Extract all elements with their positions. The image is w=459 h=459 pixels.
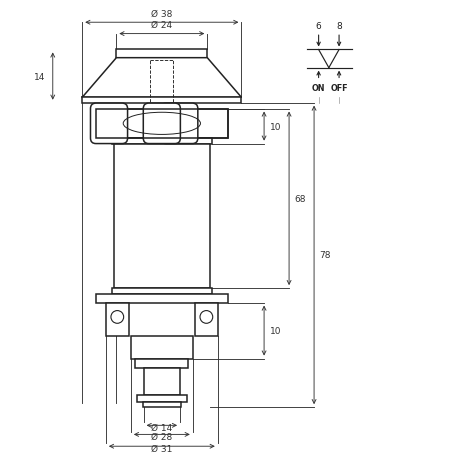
Text: Ø 38: Ø 38 bbox=[151, 10, 172, 19]
Polygon shape bbox=[116, 50, 207, 59]
Text: OFF: OFF bbox=[330, 84, 347, 92]
Polygon shape bbox=[136, 395, 186, 402]
Polygon shape bbox=[112, 139, 211, 144]
Text: Ø 24: Ø 24 bbox=[151, 21, 172, 30]
Text: 68: 68 bbox=[294, 195, 305, 203]
FancyBboxPatch shape bbox=[160, 104, 197, 144]
Text: 6: 6 bbox=[315, 22, 321, 31]
Text: Ø 28: Ø 28 bbox=[151, 432, 172, 441]
Polygon shape bbox=[143, 368, 179, 395]
Text: Ø 31: Ø 31 bbox=[151, 444, 172, 453]
Polygon shape bbox=[114, 144, 209, 288]
Polygon shape bbox=[112, 288, 211, 294]
Text: 10: 10 bbox=[269, 122, 280, 131]
Text: 10: 10 bbox=[269, 326, 280, 336]
Text: 14: 14 bbox=[34, 73, 45, 81]
Polygon shape bbox=[142, 402, 180, 407]
Polygon shape bbox=[96, 109, 227, 139]
FancyBboxPatch shape bbox=[143, 104, 180, 144]
Polygon shape bbox=[82, 59, 241, 98]
Polygon shape bbox=[135, 359, 188, 368]
Polygon shape bbox=[96, 294, 227, 303]
Text: 8: 8 bbox=[336, 22, 341, 31]
Text: ON: ON bbox=[311, 84, 325, 92]
Polygon shape bbox=[106, 303, 129, 336]
Polygon shape bbox=[195, 303, 217, 336]
FancyBboxPatch shape bbox=[90, 104, 127, 144]
Text: Ø 14: Ø 14 bbox=[151, 423, 172, 432]
Polygon shape bbox=[82, 98, 241, 103]
Polygon shape bbox=[131, 336, 192, 359]
Text: 78: 78 bbox=[319, 251, 330, 260]
